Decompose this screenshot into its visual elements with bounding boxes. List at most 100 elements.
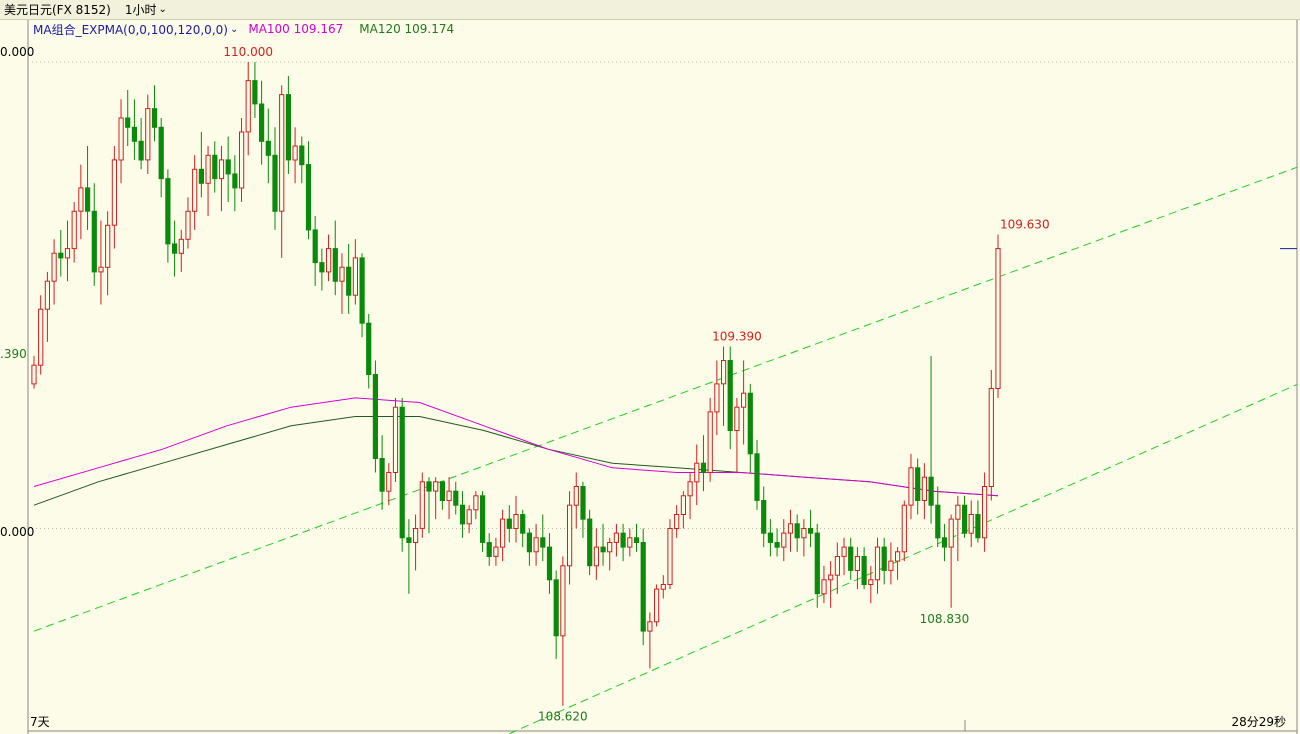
candle-body-58 bbox=[419, 481, 425, 529]
candle-body-140 bbox=[968, 514, 974, 534]
indicator-selector[interactable]: MA组合_EXPMA(0,0,100,120,0,0) ⌄ bbox=[33, 21, 238, 38]
candle-body-12 bbox=[111, 159, 118, 226]
chart-toolbar: 美元日元(FX 8152) 1小时 ⌄ bbox=[0, 0, 1300, 20]
price-chart[interactable]: 110.000 109.630 109.390 108.830 108.620 bbox=[0, 20, 1300, 734]
y-axis-label-mid: .390 bbox=[0, 347, 27, 361]
candle-body-56 bbox=[406, 537, 412, 543]
candle-body-7 bbox=[78, 187, 84, 212]
candle-body-100 bbox=[700, 462, 707, 474]
candle-body-21 bbox=[172, 243, 178, 254]
candle-body-96 bbox=[674, 514, 680, 529]
candle-body-101 bbox=[707, 411, 713, 473]
candle-body-11 bbox=[105, 224, 111, 268]
candle-body-138 bbox=[955, 504, 961, 520]
ma100-line bbox=[33, 397, 999, 497]
time-range-label: 7天 bbox=[30, 715, 50, 729]
candle-body-25 bbox=[198, 168, 205, 184]
candle-body-5 bbox=[64, 248, 71, 259]
candle-body-33 bbox=[252, 80, 258, 105]
candle-body-64 bbox=[459, 504, 466, 525]
candle-body-130 bbox=[901, 504, 907, 553]
candle-body-124 bbox=[861, 556, 867, 585]
period-selector[interactable]: 1小时 ⌄ bbox=[125, 1, 167, 18]
candle-body-123 bbox=[854, 556, 860, 571]
candle-body-126 bbox=[874, 546, 881, 581]
candle-body-49 bbox=[359, 257, 365, 324]
candle-body-143 bbox=[988, 388, 994, 487]
candle-body-42 bbox=[312, 229, 318, 264]
candle-body-78 bbox=[553, 579, 559, 637]
candle-body-34 bbox=[259, 103, 265, 142]
candle-body-18 bbox=[151, 108, 158, 128]
candle-body-134 bbox=[928, 476, 934, 506]
candle-body-107 bbox=[747, 392, 753, 455]
candle-body-99 bbox=[694, 462, 700, 483]
candle-body-132 bbox=[915, 467, 921, 501]
candle-body-125 bbox=[868, 579, 874, 585]
candle-body-40 bbox=[299, 145, 305, 166]
candle-body-59 bbox=[426, 481, 432, 492]
candle-body-70 bbox=[500, 518, 506, 548]
candle-body-109 bbox=[761, 500, 767, 534]
ma100-value: MA100 109.167 bbox=[248, 22, 344, 36]
candle-body-53 bbox=[386, 472, 392, 492]
annotation-4: 108.620 bbox=[538, 710, 588, 724]
candle-body-62 bbox=[446, 490, 452, 502]
candle-body-32 bbox=[245, 80, 251, 133]
candle-body-139 bbox=[962, 504, 968, 534]
candle-body-72 bbox=[513, 514, 519, 529]
candle-body-114 bbox=[794, 523, 800, 539]
candle-body-89 bbox=[627, 537, 633, 548]
candle-body-93 bbox=[654, 588, 660, 623]
ma120-value: MA120 109.174 bbox=[359, 22, 455, 36]
candle-body-45 bbox=[332, 248, 338, 282]
candle-body-38 bbox=[285, 94, 291, 161]
candle-body-67 bbox=[480, 495, 486, 543]
candle-body-104 bbox=[727, 360, 733, 431]
candle-body-80 bbox=[567, 504, 573, 567]
candle-body-55 bbox=[399, 406, 405, 539]
candle-body-135 bbox=[935, 504, 941, 539]
candle-body-98 bbox=[687, 481, 693, 497]
candle-body-47 bbox=[346, 266, 352, 296]
candle-body-37 bbox=[279, 94, 285, 212]
candle-body-48 bbox=[352, 257, 358, 296]
candle-body-24 bbox=[192, 168, 198, 212]
candle-body-77 bbox=[546, 546, 553, 581]
candle-body-73 bbox=[520, 514, 526, 534]
candle-body-87 bbox=[613, 532, 619, 543]
candle-body-20 bbox=[165, 178, 171, 245]
candle-body-50 bbox=[366, 322, 372, 376]
candle-body-92 bbox=[647, 621, 653, 632]
candle-body-118 bbox=[821, 579, 827, 595]
candle-body-8 bbox=[85, 187, 91, 212]
candle-body-69 bbox=[493, 546, 499, 557]
candle-body-121 bbox=[841, 546, 847, 557]
candle-body-106 bbox=[741, 392, 747, 408]
annotation-2: 109.390 bbox=[712, 330, 762, 344]
candle-body-65 bbox=[466, 509, 472, 525]
candle-body-3 bbox=[51, 252, 57, 282]
candle-body-71 bbox=[506, 518, 512, 529]
candle-body-116 bbox=[808, 528, 814, 534]
candle-body-66 bbox=[473, 495, 479, 511]
candle-body-13 bbox=[118, 117, 124, 161]
candle-body-76 bbox=[540, 537, 546, 548]
candle-body-112 bbox=[781, 532, 787, 548]
annotation-0: 110.000 bbox=[223, 45, 273, 59]
candle-body-43 bbox=[319, 262, 325, 273]
candle-body-131 bbox=[908, 467, 914, 506]
candle-body-117 bbox=[814, 532, 820, 595]
candle-body-102 bbox=[714, 383, 720, 413]
candle-body-54 bbox=[392, 406, 399, 474]
indicator-legend: MA组合_EXPMA(0,0,100,120,0,0) ⌄ MA100 109.… bbox=[33, 21, 454, 37]
candle-body-61 bbox=[439, 481, 445, 501]
annotation-3: 108.830 bbox=[920, 612, 970, 626]
candle-body-63 bbox=[453, 490, 459, 506]
candle-body-10 bbox=[98, 266, 104, 273]
symbol-title: 美元日元(FX 8152) bbox=[4, 3, 111, 17]
candle-body-36 bbox=[272, 154, 278, 212]
candle-body-23 bbox=[185, 210, 191, 240]
chevron-down-icon: ⌄ bbox=[229, 23, 239, 35]
candle-body-4 bbox=[58, 252, 64, 259]
